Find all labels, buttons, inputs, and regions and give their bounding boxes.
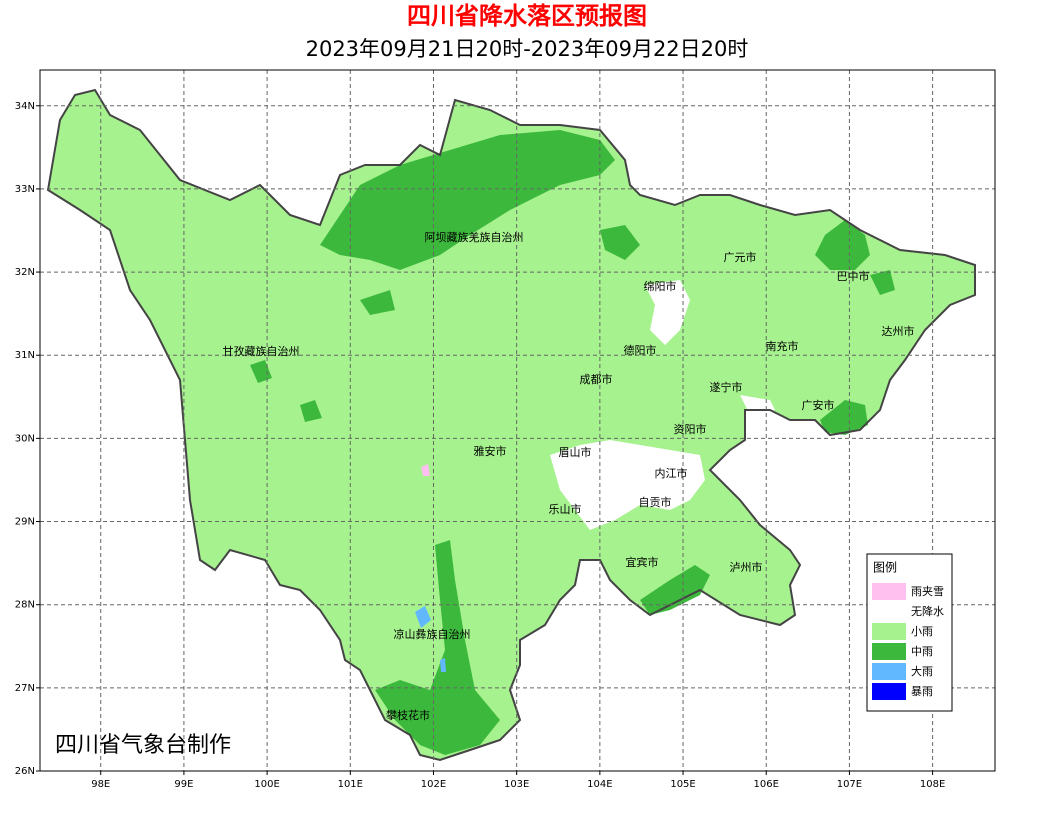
light-rain-area [48,90,975,760]
region-label: 泸州市 [730,560,763,574]
legend-swatch [872,663,906,680]
region-label: 广安市 [802,398,835,412]
legend-swatch [872,583,906,600]
no-rain-area [645,280,690,345]
region-label: 自贡市 [639,495,672,509]
region-label: 南充市 [766,339,799,353]
x-tick-label: 102E [421,779,446,790]
moderate-rain-area [360,290,395,315]
legend-label: 雨夹雪 [911,585,944,598]
subtitle: 2023年09月21日20时-2023年09月22日20时 [306,37,749,61]
legend-label: 大雨 [911,664,933,678]
credit: 四川省气象台制作 [55,733,231,758]
legend-label: 暴雨 [911,685,933,698]
y-tick-label: 33N [15,184,35,195]
legend-swatch [872,643,906,660]
region-label: 绵阳市 [644,279,677,293]
legend-label: 无降水 [911,604,944,618]
y-tick-label: 34N [15,101,35,112]
moderate-rain-area [640,565,710,615]
region-label: 宜宾市 [626,555,659,569]
region-label: 乐山市 [549,502,582,516]
region-label: 巴中市 [837,269,870,283]
x-tick-label: 105E [670,779,695,790]
x-tick-label: 106E [754,779,779,790]
y-tick-label: 32N [15,267,35,278]
x-tick-label: 100E [254,779,279,790]
x-tick-label: 108E [920,779,945,790]
no-rain-area [550,440,705,530]
region-label: 阿坝藏族羌族自治州 [425,230,524,244]
y-tick-label: 27N [15,683,35,694]
region-label: 达州市 [882,324,915,338]
x-tick-label: 107E [837,779,862,790]
region-label: 攀枝花市 [386,708,430,722]
x-tick-label: 103E [504,779,529,790]
y-tick-label: 28N [15,600,35,611]
heavy-rain-area [415,606,431,628]
x-tick-label: 99E [174,779,193,790]
y-tick-label: 30N [15,433,35,444]
region-label: 广元市 [724,250,757,264]
region-label: 德阳市 [624,343,657,357]
moderate-rain-area [250,360,272,383]
region-label: 内江市 [655,466,688,480]
moderate-rain-area [600,225,640,260]
moderate-rain-area [300,400,322,422]
x-tick-label: 101E [338,779,363,790]
region-label: 眉山市 [559,445,592,459]
legend-swatch [872,603,906,620]
region-label: 资阳市 [674,422,707,436]
legend-swatch [872,623,906,640]
x-tick-label: 104E [587,779,612,790]
y-tick-label: 31N [15,350,35,361]
y-tick-label: 29N [15,517,35,528]
moderate-rain-area [815,220,870,270]
title: 四川省降水落区预报图 [407,2,647,30]
region-label: 凉山彝族自治州 [394,627,471,641]
moderate-rain-area [870,270,895,295]
region-label: 成都市 [580,372,613,386]
legend-title: 图例 [873,561,897,575]
legend-swatch [872,683,906,700]
legend-label: 中雨 [911,645,933,658]
region-label: 遂宁市 [710,380,743,394]
legend-label: 小雨 [911,625,933,638]
moderate-rain-area [320,130,615,270]
moderate-rain-area [820,400,868,435]
y-tick-label: 26N [15,766,35,777]
x-tick-label: 98E [91,779,110,790]
plot-frame [39,69,996,772]
moderate-rain-area [375,540,500,755]
heavy-rain-area [440,658,446,672]
region-label: 甘孜藏族自治州 [223,344,300,358]
region-label: 雅安市 [474,444,507,458]
sleet-area [421,464,430,476]
grid-layer: 98E 99E 100E 101E 102E 103E 104E 105E 106E 107E 10… [15,70,995,790]
map-layer [46,88,976,762]
province-border [46,88,976,762]
